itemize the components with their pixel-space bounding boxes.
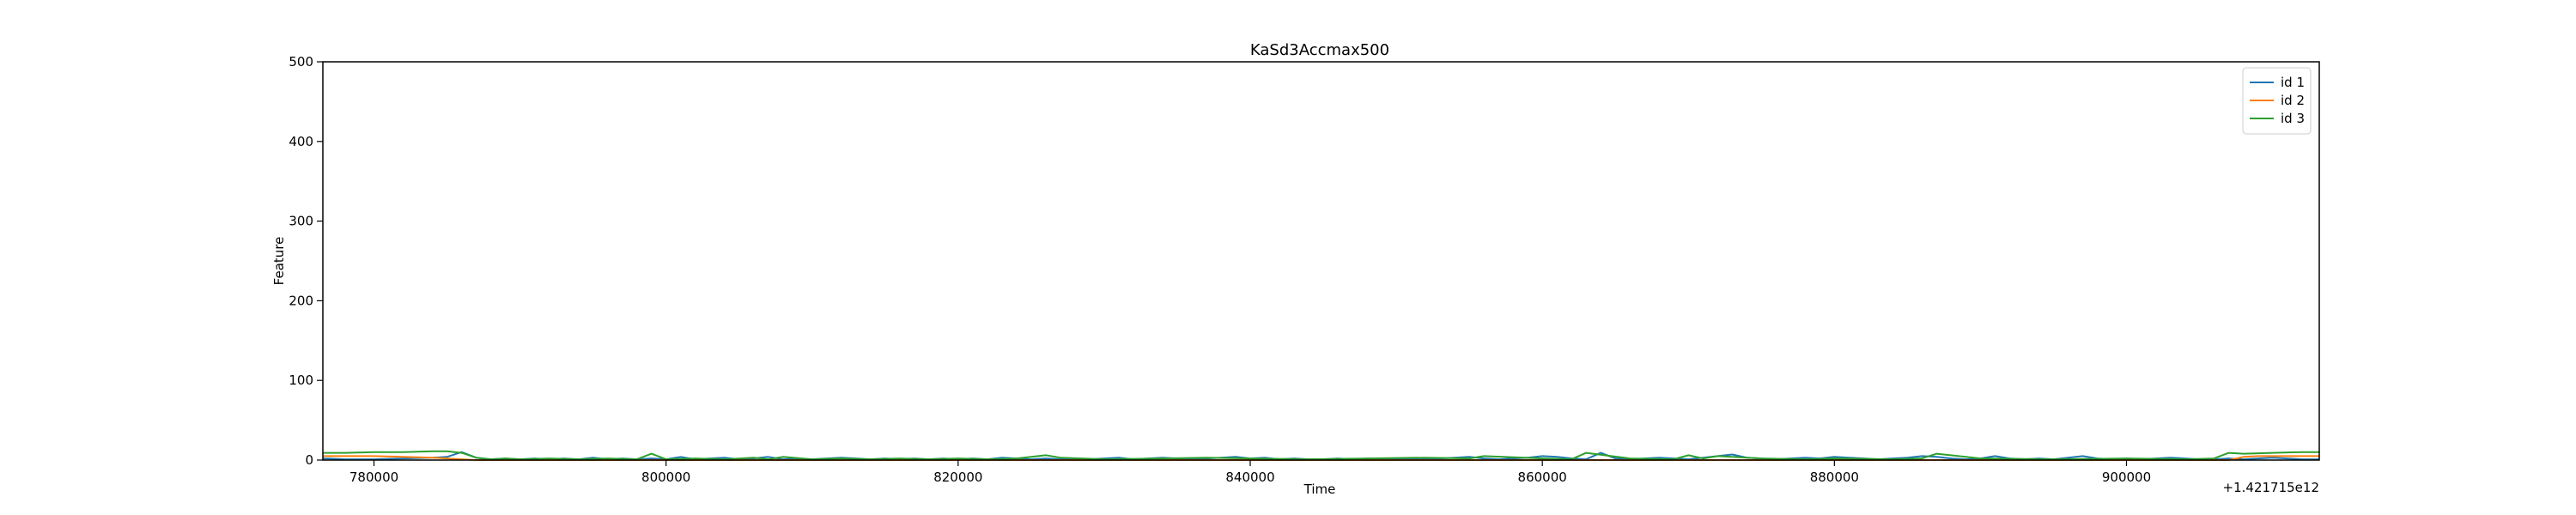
series-line-3 <box>323 451 2319 459</box>
legend: id 1 id 2 id 3 <box>2243 68 2311 134</box>
y-tick-label: 0 <box>305 452 313 468</box>
legend-label-1: id 1 <box>2281 75 2305 90</box>
x-axis-offset-text: +1.421715e12 <box>2223 480 2319 495</box>
chart-title: KaSd3Accmax500 <box>1250 41 1389 59</box>
x-tick-label: 800000 <box>641 470 690 485</box>
x-tick-label: 900000 <box>2102 470 2151 485</box>
plot-lines <box>323 451 2319 460</box>
x-tick-label: 780000 <box>349 470 398 485</box>
x-axis-label: Time <box>1303 482 1336 497</box>
x-tick-label: 880000 <box>1810 470 1859 485</box>
plot-frame <box>323 62 2319 460</box>
x-tick-label: 860000 <box>1518 470 1567 485</box>
y-axis-ticks: 0 100 200 300 400 500 <box>289 54 323 468</box>
x-tick-label: 820000 <box>933 470 982 485</box>
legend-label-3: id 3 <box>2281 111 2305 126</box>
x-axis-ticks: 780000 800000 820000 840000 860000 880000 9000… <box>349 460 2151 485</box>
legend-label-2: id 2 <box>2281 93 2305 108</box>
y-tick-label: 400 <box>289 134 313 149</box>
y-tick-label: 200 <box>289 293 313 308</box>
x-tick-label: 840000 <box>1225 470 1274 485</box>
y-axis-label: Feature <box>271 237 287 286</box>
y-tick-label: 500 <box>289 54 313 70</box>
y-tick-label: 300 <box>289 214 313 229</box>
y-tick-label: 100 <box>289 373 313 388</box>
